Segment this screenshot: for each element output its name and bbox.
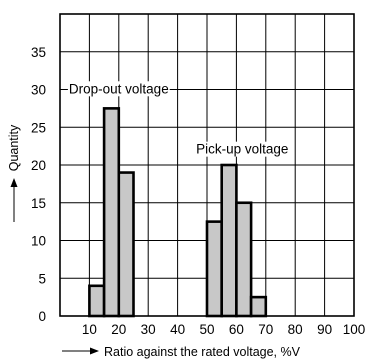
x-tick-label: 30 (141, 322, 156, 337)
y-tick-label: 20 (31, 158, 46, 173)
plot-frame (59, 13, 355, 317)
x-axis-label-group: Ratio against the rated voltage, %V (62, 345, 301, 359)
annotation-label: Pick-up voltage (196, 142, 288, 157)
y-tick-label: 10 (31, 234, 46, 249)
y-tick-labels: 0 5 10 15 20 25 30 35 (31, 45, 46, 324)
x-tick-label: 80 (288, 322, 303, 337)
y-axis-label: Quantity (7, 124, 21, 171)
y-tick-label: 15 (31, 196, 46, 211)
x-axis-label: Ratio against the rated voltage, %V (104, 345, 301, 359)
x-tick-label: 100 (343, 322, 366, 337)
bar-0-0 (88, 284, 106, 318)
x-tick-label: 10 (82, 322, 97, 337)
x-tick-labels: 10 20 30 40 50 60 70 80 90 100 (82, 322, 365, 337)
annotations: Drop-out voltage Pick-up voltage (67, 81, 290, 157)
y-tick-label: 0 (38, 309, 46, 324)
y-tick-label: 35 (31, 45, 46, 60)
y-axis-arrowhead (10, 178, 18, 187)
bar-1-3 (249, 295, 268, 318)
annotation-label: Drop-out voltage (69, 81, 169, 96)
x-axis-arrowhead (90, 347, 99, 355)
x-tick-label: 70 (258, 322, 273, 337)
y-tick-label: 25 (31, 120, 46, 135)
y-axis-label-group: Quantity (7, 124, 21, 222)
annotation-backing (67, 81, 170, 97)
x-tick-label: 90 (317, 322, 332, 337)
x-tick-label: 50 (199, 322, 214, 337)
bar-0-2 (117, 171, 135, 318)
bar-0-1 (102, 107, 121, 318)
annotation-backing (195, 141, 290, 157)
y-tick-label: 5 (38, 271, 46, 286)
bar-1-1 (220, 163, 238, 318)
x-tick-label: 60 (229, 322, 244, 337)
y-tick-label: 30 (31, 83, 46, 98)
bar-1-0 (205, 220, 223, 318)
x-tick-label: 20 (111, 322, 126, 337)
bar-1-2 (235, 201, 253, 318)
x-tick-label: 40 (170, 322, 185, 337)
